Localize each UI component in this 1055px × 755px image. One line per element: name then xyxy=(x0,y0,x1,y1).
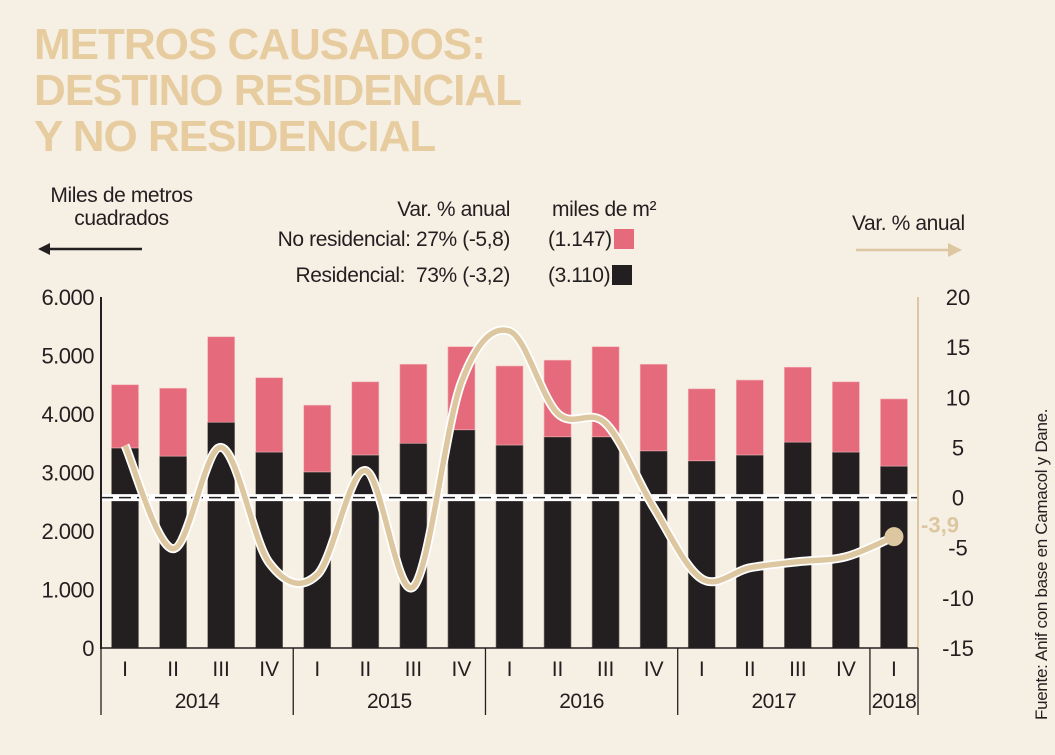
quarter-label: II xyxy=(744,658,756,681)
left-tick-label: 5.000 xyxy=(41,344,94,369)
left-tick-label: 3.000 xyxy=(41,461,94,486)
legend-value-no-residencial: (1.147) xyxy=(548,228,634,252)
bar-no-residencial xyxy=(159,387,187,457)
bar-residencial xyxy=(543,436,572,649)
right-axis-unit-label: Var. % anual xyxy=(852,212,965,235)
left-arrow-icon xyxy=(38,243,142,255)
right-tick-label: 10 xyxy=(946,385,970,410)
bar-residencial xyxy=(639,450,668,649)
left-tick-label: 4.000 xyxy=(41,402,94,427)
legend-swatch-residencial xyxy=(612,265,633,285)
bar-residencial xyxy=(687,460,716,649)
quarter-label: I xyxy=(507,658,513,681)
legend-label: No residencial: 27% (-5,8) xyxy=(277,228,511,251)
legend-header-var: Var. % anual xyxy=(397,198,510,221)
bar-no-residencial xyxy=(880,398,908,467)
left-unit-line: cuadrados xyxy=(74,207,169,230)
right-tick-label: 20 xyxy=(946,285,970,310)
quarter-label: IV xyxy=(259,658,279,681)
source-note: Fuente: Anif con base en Camacol y Dane. xyxy=(1032,408,1051,720)
year-label: 2017 xyxy=(751,690,796,713)
legend-label: Residencial: 73% (-3,2) xyxy=(295,264,511,287)
year-label: 2015 xyxy=(367,690,412,713)
bar-no-residencial xyxy=(303,404,332,473)
chart-title: METROS CAUSADOS: DESTINO RESIDENCIAL Y N… xyxy=(34,20,522,161)
legend-value: (1.147) xyxy=(548,228,612,251)
quarter-label: I xyxy=(314,658,320,681)
right-tick-label: -10 xyxy=(942,586,974,611)
bar-residencial xyxy=(880,465,908,649)
bar-no-residencial xyxy=(207,336,235,423)
bar-no-residencial xyxy=(735,379,764,456)
quarter-label: IV xyxy=(452,658,472,681)
bar-no-residencial xyxy=(639,363,668,452)
left-tick-label: 6.000 xyxy=(41,285,94,310)
bar-no-residencial xyxy=(832,381,860,453)
end-value-annotation: -3,9 xyxy=(921,513,959,538)
bar-no-residencial xyxy=(687,388,716,462)
bar-no-residencial xyxy=(784,366,812,443)
bar-no-residencial xyxy=(111,384,139,449)
bar-residencial xyxy=(495,444,524,649)
left-tick-label: 0 xyxy=(82,636,94,661)
quarter-label: I xyxy=(122,658,128,681)
quarter-label: I xyxy=(699,658,705,681)
quarter-label: II xyxy=(359,658,371,681)
quarter-label: III xyxy=(405,658,423,681)
quarter-label: II xyxy=(167,658,179,681)
right-tick-label: 5 xyxy=(952,435,964,460)
variation-line xyxy=(122,327,896,591)
title-line: METROS CAUSADOS: xyxy=(34,20,486,69)
right-tick-label: -15 xyxy=(942,636,974,661)
right-arrow-icon xyxy=(856,243,962,257)
bar-residencial xyxy=(591,436,620,649)
quarter-label: III xyxy=(597,658,615,681)
quarter-label: III xyxy=(789,658,807,681)
bar-no-residencial xyxy=(399,363,428,444)
quarter-label: III xyxy=(212,658,230,681)
right-tick-label: -5 xyxy=(948,536,968,561)
title-line: Y NO RESIDENCIAL xyxy=(34,112,436,161)
end-point-marker xyxy=(884,527,904,547)
right-tick-label: 0 xyxy=(952,486,964,511)
legend-header-units: miles de m² xyxy=(552,198,657,221)
bar-residencial xyxy=(447,429,476,649)
quarter-label: II xyxy=(552,658,564,681)
left-tick-label: 1.000 xyxy=(41,578,94,603)
left-axis-unit-label: Miles de metros cuadrados xyxy=(34,184,209,230)
year-label: 2014 xyxy=(175,690,221,713)
bar-residencial xyxy=(784,441,812,649)
left-unit-line: Miles de metros xyxy=(50,184,193,207)
bar-no-residencial xyxy=(495,365,524,446)
bar-residencial xyxy=(735,454,764,649)
quarter-label: IV xyxy=(644,658,664,681)
right-tick-label: 15 xyxy=(946,335,970,360)
legend-swatch-no-residencial xyxy=(613,229,634,249)
title-line: DESTINO RESIDENCIAL xyxy=(34,66,522,115)
bar-residencial xyxy=(399,442,428,649)
year-label: 2018 xyxy=(872,690,917,713)
left-tick-label: 2.000 xyxy=(41,519,94,544)
legend-value-residencial: (3.110) xyxy=(548,264,633,288)
quarter-label: IV xyxy=(836,658,856,681)
bar-no-residencial xyxy=(351,381,380,456)
year-label: 2016 xyxy=(559,690,604,713)
quarter-label: I xyxy=(891,658,897,681)
legend-value: (3.110) xyxy=(548,264,611,287)
bar-no-residencial xyxy=(255,377,284,453)
